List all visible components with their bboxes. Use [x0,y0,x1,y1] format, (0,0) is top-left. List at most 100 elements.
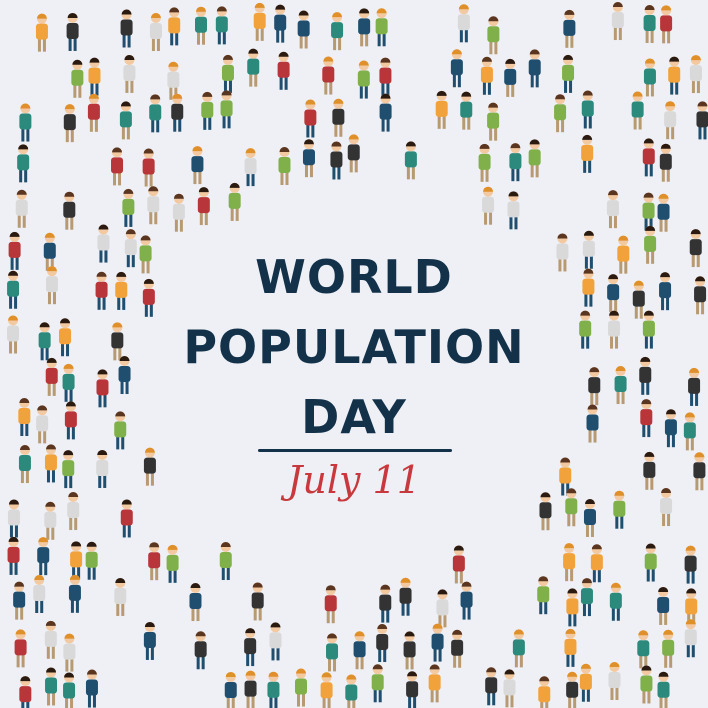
person-figure [538,676,551,708]
person-figure [563,543,576,582]
person-figure [96,369,109,408]
person-figure [457,4,470,43]
person-figure [191,146,204,185]
person-figure [608,310,621,349]
person-figure [120,499,133,538]
person-figure [168,7,181,46]
person-figure [33,575,46,614]
person-figure [563,9,576,48]
person-figure [14,629,27,668]
person-figure [428,664,441,703]
person-figure [111,322,124,361]
person-figure [123,54,136,93]
person-figure [660,488,673,527]
person-figure [149,94,162,133]
person-figure [13,581,26,620]
person-figure [221,54,234,93]
person-figure [19,676,32,708]
person-figure [166,544,179,583]
person-figure [219,542,232,581]
person-figure [114,577,127,616]
person-figure [640,399,653,438]
person-figure [194,631,207,670]
person-figure [149,13,162,52]
person-figure [375,8,388,47]
person-figure [95,271,108,310]
person-figure [172,193,185,232]
person-figure [244,628,257,667]
person-figure [582,230,595,269]
person-figure [302,139,315,178]
person-figure [583,498,596,537]
person-figure [68,574,81,613]
person-figure [509,143,522,182]
person-figure [18,445,31,484]
person-figure [512,629,525,668]
person-figure [403,631,416,670]
person-figure [586,404,599,443]
person-figure [431,623,444,662]
person-figure [347,134,360,173]
person-figure [228,182,241,221]
person-figure [45,667,58,706]
person-figure [88,57,101,96]
person-figure [97,224,110,263]
person-figure [696,101,708,140]
person-figure [480,56,493,95]
person-figure [63,104,76,143]
person-figure [85,669,98,708]
person-figure [38,322,51,361]
person-figure [606,190,619,229]
person-figure [664,409,677,448]
person-figure [115,271,128,310]
person-figure [15,189,28,228]
person-figure [87,93,100,132]
person-figure [452,545,465,584]
person-figure [114,411,127,450]
person-figure [668,56,681,95]
person-figure [244,670,257,708]
person-figure [684,619,697,658]
person-figure [19,103,32,142]
person-figure [614,366,627,405]
person-figure [404,141,417,180]
person-figure [503,669,516,708]
person-figure [71,59,84,98]
person-figure [63,633,76,672]
person-figure [35,13,48,52]
person-figure [66,12,79,51]
person-figure [689,229,702,268]
person-figure [62,363,75,402]
person-figure [556,233,569,272]
title-world: WORLD [255,250,453,304]
person-figure [247,48,260,87]
person-figure [148,542,161,581]
person-figure [435,90,448,129]
person-figure [96,449,109,488]
person-figure [507,191,520,230]
person-figure [688,367,701,406]
person-figure [194,6,207,45]
person-figure [320,672,333,708]
person-figure [111,147,124,186]
person-figure [566,588,579,627]
person-figure [44,620,57,659]
person-figure [353,631,366,670]
person-figure [559,457,572,496]
person-figure [613,490,626,529]
person-figure [253,2,266,41]
person-figure [379,584,392,623]
person-figure [7,315,20,354]
person-figure [399,577,412,616]
person-figure [579,310,592,349]
person-figure [224,671,237,708]
person-figure [379,57,392,96]
person-figure [7,499,20,538]
person-figure [63,191,76,230]
person-figure [277,51,290,90]
person-figure [326,633,339,672]
person-figure [631,91,644,130]
person-figure [659,272,672,311]
person-figure [657,671,670,708]
